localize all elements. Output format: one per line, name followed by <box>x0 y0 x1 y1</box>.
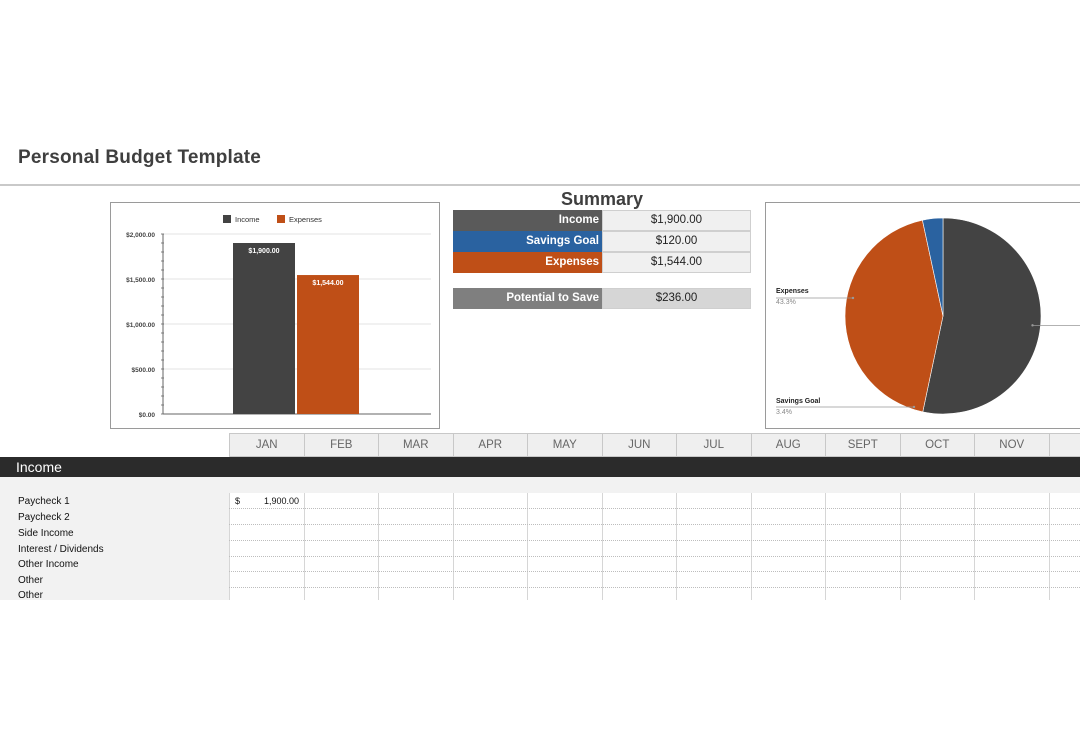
grid-column-line <box>1048 493 1050 600</box>
income-grid <box>229 493 1080 600</box>
legend-label-income: Income <box>235 215 260 224</box>
pie-leader-dot <box>851 296 855 300</box>
bar-data-label: $1,900.00 <box>248 248 279 255</box>
grid-column-line <box>825 493 826 600</box>
grid-row-line <box>229 556 1080 557</box>
income-row-label[interactable]: Interest / Dividends <box>18 544 104 555</box>
jan-paycheck1-cell[interactable]: 1,900.00 <box>263 496 299 506</box>
pie-slice-savings-goal[interactable] <box>922 217 944 317</box>
bar-income[interactable] <box>233 243 295 414</box>
pie-label-pct: 3.4% <box>776 409 792 416</box>
month-header-may[interactable]: MAY <box>527 433 602 457</box>
month-header-nov[interactable]: NOV <box>974 433 1049 457</box>
income-section-label: Income <box>16 459 62 475</box>
income-row-label[interactable]: Side Income <box>18 528 74 539</box>
bar-expenses[interactable] <box>297 275 359 414</box>
grid-column-line <box>303 493 305 600</box>
y-tick-label: $500.00 <box>132 367 156 374</box>
month-header-mar[interactable]: MAR <box>378 433 453 457</box>
grid-row-line <box>229 540 1080 541</box>
summary-row-expenses: Expenses $1,544.00 <box>453 252 751 273</box>
income-row-label[interactable]: Paycheck 1 <box>18 496 70 507</box>
month-header-jun[interactable]: JUN <box>601 433 676 457</box>
legend-swatch-income <box>223 215 231 223</box>
month-header-jan[interactable]: JAN <box>229 433 304 457</box>
summary-row-potential-to-save: Potential to Save $236.00 <box>453 288 751 309</box>
summary-label-expenses: Expenses <box>453 252 602 273</box>
legend-label-expenses: Expenses <box>289 215 322 224</box>
title-divider <box>0 184 1080 186</box>
grid-column-line <box>601 493 603 600</box>
grid-row-line <box>229 524 1080 525</box>
grid-column-line <box>750 493 752 600</box>
income-row-label[interactable]: Other <box>18 590 44 601</box>
summary-row-income: Income $1,900.00 <box>453 210 751 231</box>
income-section-spacer <box>0 477 1080 493</box>
month-header-oct[interactable]: OCT <box>899 433 974 457</box>
bar-data-label: $1,544.00 <box>312 280 343 287</box>
budget-pie-chart[interactable]: Expenses 43.3% Savings Goal 3.4% <box>765 202 1080 429</box>
pie-slice-expenses[interactable] <box>844 219 944 413</box>
jan-paycheck1-currency: $ <box>235 496 241 506</box>
summary-label-potential-to-save: Potential to Save <box>453 288 602 309</box>
grid-row-line <box>229 508 1080 509</box>
pie-leader-dot <box>912 405 916 409</box>
summary-label-income: Income <box>453 210 602 231</box>
pie-label-name: Savings Goal <box>776 398 820 405</box>
grid-column-line <box>378 493 379 600</box>
month-header-d[interactable]: D <box>1048 433 1080 457</box>
income-row-label[interactable]: Paycheck 2 <box>18 512 70 523</box>
month-header-row: JANFEBMARAPRMAYJUNJULAUGSEPTOCTNOVD <box>229 433 1080 457</box>
income-row-label[interactable]: Other <box>18 575 44 586</box>
summary-title: Summary <box>560 189 644 209</box>
pie-slice-income[interactable] <box>922 217 1042 415</box>
y-tick-label: $1,500.00 <box>126 277 155 284</box>
bar-chart-svg: $2,000.00 $1,500.00 $1,000.00 $500.00 $0.00 $… <box>126 215 431 419</box>
summary-value-expenses[interactable]: $1,544.00 <box>602 252 751 273</box>
y-tick-label: $2,000.00 <box>126 232 155 239</box>
summary-value-potential-to-save[interactable]: $236.00 <box>602 288 751 309</box>
summary-value-income[interactable]: $1,900.00 <box>602 210 751 231</box>
summary-value-savings-goal[interactable]: $120.00 <box>602 231 751 252</box>
income-expenses-bar-chart[interactable]: $2,000.00 $1,500.00 $1,000.00 $500.00 $0.00 $… <box>110 202 440 429</box>
pie-label-name: Expenses <box>776 288 809 295</box>
income-row-labels: Paycheck 1 Paycheck 2 Side Income Interest … <box>0 493 229 601</box>
income-row-label[interactable]: Other Income <box>18 559 79 570</box>
grid-column-line <box>676 493 677 600</box>
legend-swatch-expenses <box>277 215 285 223</box>
pie-label-pct: 43.3% <box>776 299 796 306</box>
grid-column-line <box>974 493 975 600</box>
month-header-aug[interactable]: AUG <box>750 433 825 457</box>
grid-row-line <box>229 571 1080 572</box>
month-header-jul[interactable]: JUL <box>676 433 751 457</box>
pie-chart-svg: Expenses 43.3% Savings Goal 3.4% <box>776 217 1080 416</box>
y-tick-label: $1,000.00 <box>126 322 155 329</box>
grid-row-line <box>229 587 1080 588</box>
month-header-feb[interactable]: FEB <box>303 433 378 457</box>
grid-column-line <box>527 493 528 600</box>
income-section-band <box>0 457 1080 477</box>
grid-column-line <box>452 493 454 600</box>
page-title: Personal Budget Template <box>18 147 262 168</box>
grid-column-line <box>899 493 901 600</box>
summary-label-savings-goal: Savings Goal <box>453 231 602 252</box>
summary-row-savings-goal: Savings Goal $120.00 <box>453 231 751 252</box>
month-header-apr[interactable]: APR <box>452 433 527 457</box>
y-tick-label: $0.00 <box>139 412 156 419</box>
grid-column-line <box>229 493 230 600</box>
month-header-sept[interactable]: SEPT <box>825 433 900 457</box>
